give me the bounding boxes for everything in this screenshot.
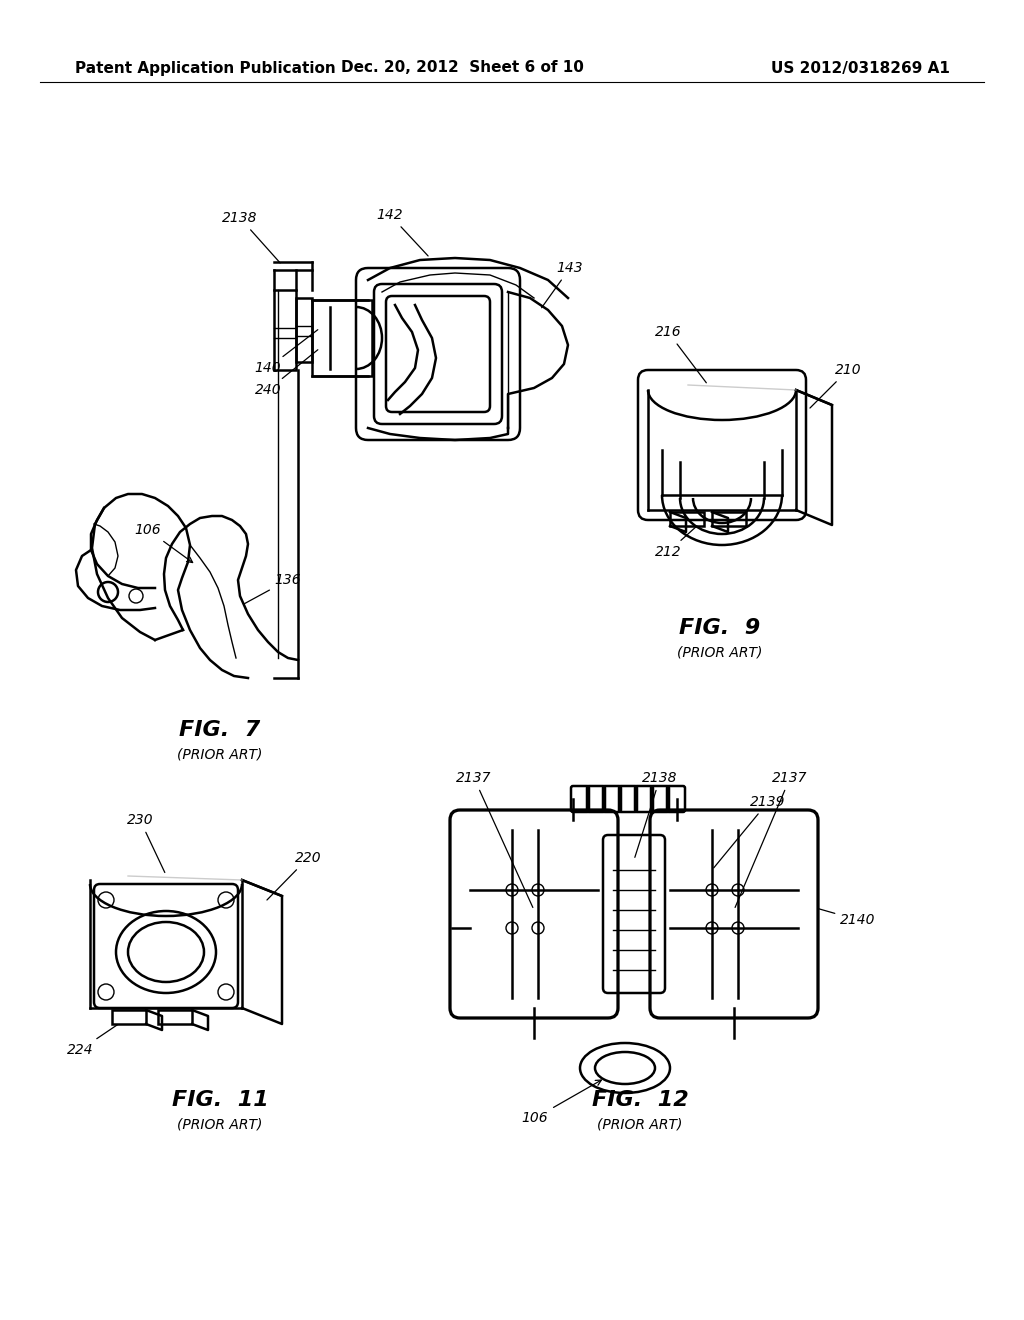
Text: 2138: 2138 bbox=[635, 771, 678, 858]
Text: 216: 216 bbox=[654, 325, 707, 383]
Text: 2139: 2139 bbox=[714, 795, 785, 867]
Text: US 2012/0318269 A1: US 2012/0318269 A1 bbox=[771, 61, 950, 75]
Text: FIG.  9: FIG. 9 bbox=[679, 618, 761, 638]
Text: 240: 240 bbox=[255, 350, 317, 397]
Text: 230: 230 bbox=[127, 813, 165, 873]
Text: 2137: 2137 bbox=[735, 771, 808, 907]
Text: 106: 106 bbox=[135, 523, 193, 562]
Text: 140: 140 bbox=[255, 330, 317, 375]
Text: 136: 136 bbox=[245, 573, 301, 603]
Text: 143: 143 bbox=[542, 261, 584, 308]
Text: 220: 220 bbox=[267, 851, 322, 900]
Text: 2137: 2137 bbox=[457, 771, 532, 907]
Text: 142: 142 bbox=[377, 209, 428, 256]
Text: FIG.  12: FIG. 12 bbox=[592, 1090, 688, 1110]
Text: (PRIOR ART): (PRIOR ART) bbox=[597, 1118, 683, 1133]
Text: FIG.  7: FIG. 7 bbox=[179, 719, 261, 741]
Text: 210: 210 bbox=[810, 363, 861, 408]
Text: 106: 106 bbox=[521, 1080, 601, 1125]
Text: Patent Application Publication: Patent Application Publication bbox=[75, 61, 336, 75]
Text: 212: 212 bbox=[654, 527, 696, 558]
Text: FIG.  11: FIG. 11 bbox=[172, 1090, 268, 1110]
Text: (PRIOR ART): (PRIOR ART) bbox=[677, 645, 763, 660]
Text: Dec. 20, 2012  Sheet 6 of 10: Dec. 20, 2012 Sheet 6 of 10 bbox=[341, 61, 584, 75]
Text: (PRIOR ART): (PRIOR ART) bbox=[177, 1118, 263, 1133]
Text: 224: 224 bbox=[67, 1024, 118, 1057]
Text: (PRIOR ART): (PRIOR ART) bbox=[177, 748, 263, 762]
Text: 2140: 2140 bbox=[818, 908, 876, 927]
Text: 2138: 2138 bbox=[222, 211, 281, 263]
